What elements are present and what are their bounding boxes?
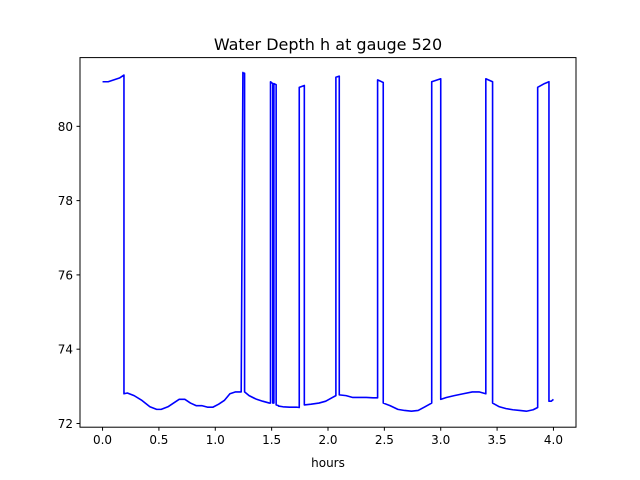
x-tick-label: 1.5 [262,433,281,447]
y-axis-ticks: 72 74 76 78 80 [58,120,80,431]
x-axis-ticks: 0.0 0.5 1.0 1.5 2.0 2.5 3.0 3.5 4.0 [93,427,563,447]
x-tick-label: 4.0 [544,433,563,447]
y-tick-label: 80 [58,120,73,134]
series-line-0 [102,71,554,413]
x-tick-label: 3.0 [431,433,450,447]
y-tick-label: 78 [58,194,73,208]
chart-title: Water Depth h at gauge 520 [214,35,442,54]
axes-frame [79,57,577,428]
y-tick-label: 74 [58,343,73,357]
x-tick-label: 2.0 [318,433,337,447]
x-tick-label: 2.5 [375,433,394,447]
y-tick-label: 72 [58,417,73,431]
plot-area [102,71,554,413]
x-tick-label: 1.0 [206,433,225,447]
x-tick-label: 0.0 [93,433,112,447]
x-axis-label: hours [311,456,345,470]
x-tick-label: 3.5 [488,433,507,447]
y-tick-label: 76 [58,268,73,282]
x-tick-label: 0.5 [149,433,168,447]
